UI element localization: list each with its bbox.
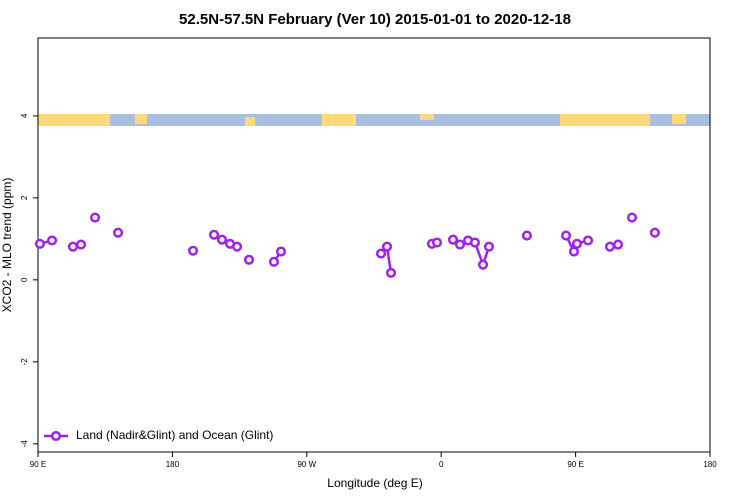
data-point [243,254,255,265]
data-point [112,227,124,238]
data-point [447,234,459,245]
y-tick-label: -2 [20,358,29,366]
x-axis-label: Longitude (deg E) [327,476,422,490]
data-point [268,256,279,267]
x-tick-label: 90 E [30,460,46,469]
x-tick-label: 90 W [297,460,316,469]
data-point [385,267,397,278]
data-point [67,241,78,252]
data-point [89,212,101,223]
ocean-strip [38,114,710,126]
data-point [571,238,582,249]
data-point [560,230,572,241]
data-point [612,239,624,250]
data-point [649,227,660,238]
chart-title: 52.5N-57.5N February (Ver 10) 2015-01-01… [179,11,571,28]
y-tick-label: 4 [20,113,29,118]
y-tick-label: -4 [20,440,29,448]
data-point [604,241,615,252]
land-strip [672,114,686,124]
data-point [275,246,287,257]
data-point [483,241,495,252]
data-point [521,230,532,241]
data-point [216,234,228,245]
data-point [568,246,580,257]
data-point [34,238,45,249]
x-tick-label: 0 [439,460,444,469]
land-strip [322,114,356,126]
data-point [431,237,443,248]
data-point [582,235,594,246]
data-point [375,248,387,259]
land-strip [420,114,434,120]
x-tick-label: 180 [166,460,180,469]
land-strip [135,114,147,124]
data-point [209,229,220,240]
data-point [381,241,393,252]
data-point [477,259,489,270]
y-tick-label: 0 [20,277,29,282]
data-point [454,239,466,250]
x-tick-label: 90 E [567,460,583,469]
legend-label: Land (Nadir&Glint) and Ocean (Glint) [76,428,273,442]
land-strip [245,117,255,126]
data-point [75,239,87,250]
land-strip [560,114,650,126]
y-axis-label: XCO2 - MLO trend (ppm) [0,178,14,313]
land-strip [38,114,110,126]
data-point [232,241,243,252]
data-point [626,212,638,223]
y-tick-label: 2 [20,195,29,200]
data-point [187,245,199,256]
data-point [46,235,58,246]
x-tick-label: 180 [703,460,717,469]
data-point [469,237,480,248]
legend-marker [50,430,62,442]
map-strip [38,114,710,126]
